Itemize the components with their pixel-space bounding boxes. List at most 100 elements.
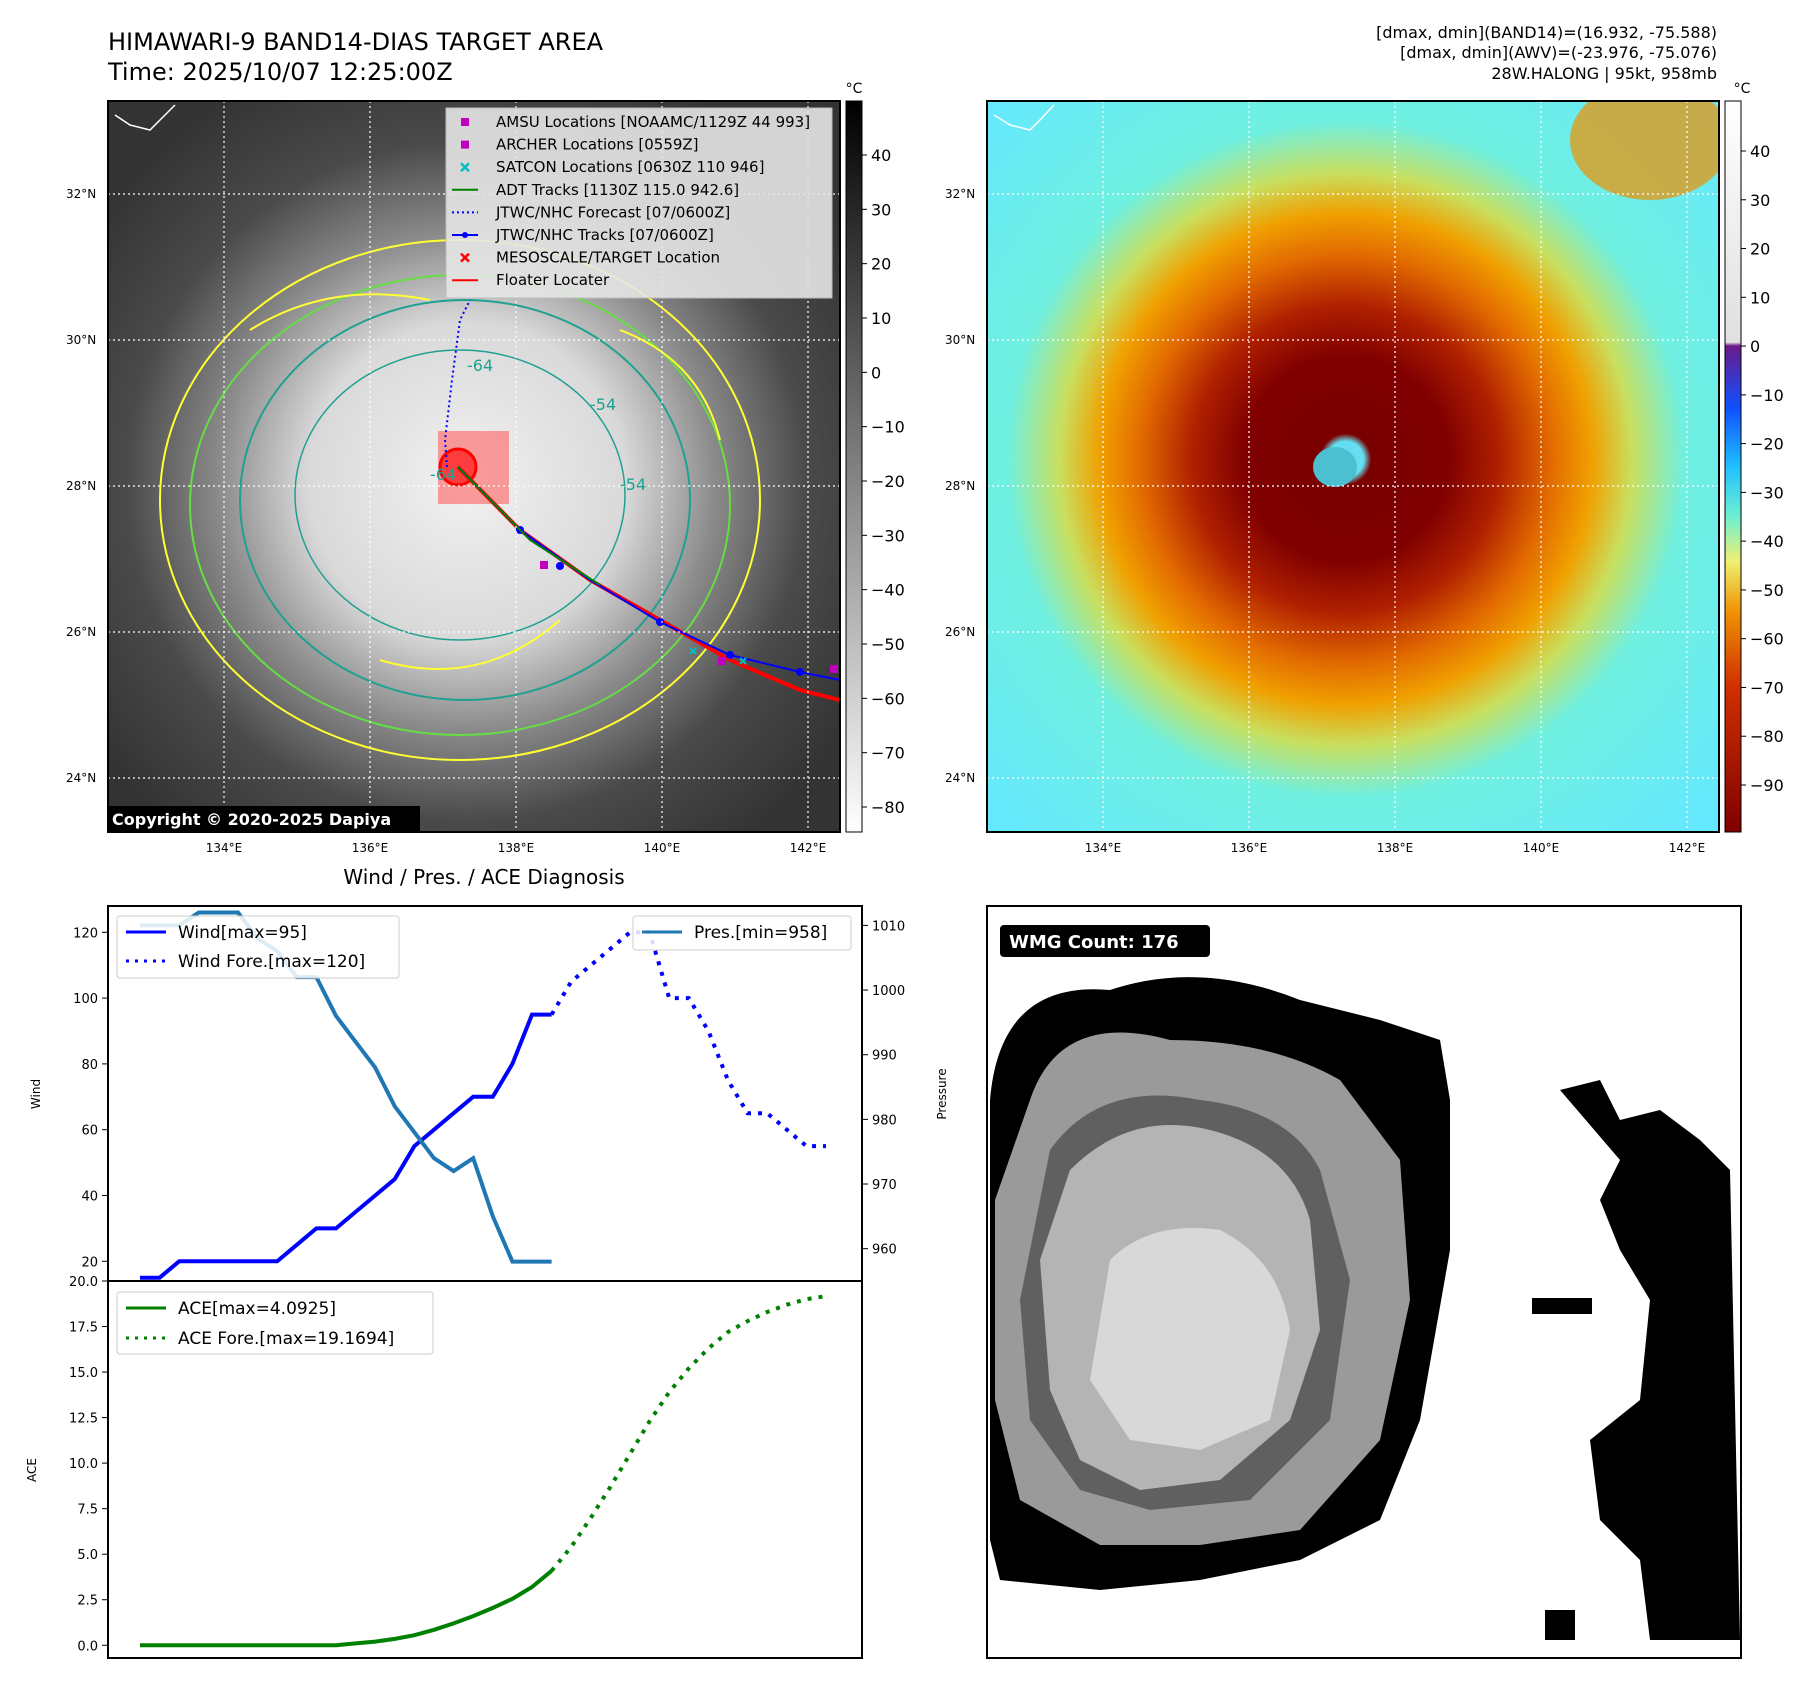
- ace-chart: 0.0 2.5 5.0 7.5 10.0 12.5 15.0 17.5 20.0 ACE ACE…: [25, 1275, 863, 1659]
- ace-ytick-label: 0.0: [77, 1639, 98, 1654]
- legend-swatch: [460, 162, 470, 173]
- lon-label: 142°E: [790, 841, 827, 855]
- pressure-legend: Pres.[min=958]: [632, 915, 852, 951]
- lat-label: 32°N: [66, 187, 96, 201]
- legend-label: ARCHER Locations [0559Z]: [496, 136, 699, 154]
- left-colorbar: °C 40 30 20 10 0 −10 −20 −30 −40 −50 −60 −70 −80: [845, 81, 905, 833]
- left-colorbar-unit: °C: [846, 81, 863, 97]
- figure-time: Time: 2025/10/07 12:25:00Z: [107, 58, 453, 86]
- colorbar-tick-label: −30: [1750, 483, 1784, 502]
- ace-ylabel: ACE: [25, 1458, 39, 1482]
- colorbar-tick-label: 30: [1750, 191, 1770, 210]
- pressure-ytick-label: 960: [872, 1243, 897, 1258]
- wind-forecast-line: [549, 930, 826, 1149]
- ace-line: [140, 1569, 553, 1648]
- lon-label: 140°E: [1523, 841, 1560, 855]
- contour-label: -54: [590, 395, 616, 414]
- adt-track: [457, 466, 601, 586]
- colorbar-tick-label: −50: [1750, 581, 1784, 600]
- lon-label: 140°E: [644, 841, 681, 855]
- legend-swatch: [452, 232, 478, 238]
- lat-label: 26°N: [66, 625, 96, 639]
- wmg-fragment: [1532, 1298, 1592, 1314]
- colorbar-tick-label: −70: [1750, 678, 1784, 697]
- legend-pres-label: Pres.[min=958]: [694, 923, 827, 943]
- map-legend: AMSU Locations [NOAAMC/1129Z 44 993] ARCH…: [445, 107, 833, 299]
- copyright-box: [107, 806, 420, 832]
- contour-bands: [249, 293, 721, 670]
- colorbar-tick-label: −10: [871, 418, 905, 437]
- right-gridlines: [987, 101, 1719, 832]
- colorbar-tick-label: −40: [1750, 532, 1784, 551]
- lon-label: 142°E: [1669, 841, 1706, 855]
- ace-ytick-label: 12.5: [69, 1412, 98, 1427]
- colorbar-tick-label: −20: [1750, 435, 1784, 454]
- pressure-ytick-label: 1000: [872, 984, 905, 999]
- jtwc-forecast-track: [443, 299, 471, 468]
- colorbar-tick-label: 10: [1750, 288, 1770, 307]
- wmg-right-black: [1560, 1080, 1740, 1640]
- right-lon-labels: 134°E 136°E 138°E 140°E 142°E: [1085, 841, 1706, 855]
- ace-ytick-label: 17.5: [69, 1321, 98, 1336]
- ace-ytick-label: 5.0: [77, 1548, 98, 1563]
- wind-ytick-label: 120: [73, 926, 98, 941]
- legend-box: [445, 107, 833, 299]
- legend-label: MESOSCALE/TARGET Location: [496, 249, 720, 267]
- colorbar-tick-label: −20: [871, 472, 905, 491]
- colorbar-tick-label: 20: [871, 255, 891, 274]
- colorbar-tick-label: −80: [871, 798, 905, 817]
- lat-label: 28°N: [66, 479, 96, 493]
- colorbar-tick-label: 10: [871, 309, 891, 328]
- coastline: [114, 104, 176, 131]
- wind-ytick-label: 60: [81, 1124, 98, 1139]
- legend-label: AMSU Locations [NOAAMC/1129Z 44 993]: [496, 113, 810, 131]
- right-colorbar-ramp: [1724, 100, 1742, 833]
- coastline: [993, 104, 1055, 131]
- lat-label: 24°N: [66, 771, 96, 785]
- info-storm: 28W.HALONG | 95kt, 958mb: [1491, 64, 1717, 83]
- lon-label: 136°E: [1231, 841, 1268, 855]
- wmg-fragment: [1545, 1610, 1575, 1640]
- lat-label: 32°N: [945, 187, 975, 201]
- lat-label: 24°N: [945, 771, 975, 785]
- colorbar-tick-label: 40: [1750, 142, 1770, 161]
- colorbar-tick-label: 30: [871, 200, 891, 219]
- wind-line: [140, 1012, 552, 1280]
- left-colorbar-ramp: [845, 100, 863, 833]
- legend-label: Floater Locater: [496, 271, 610, 289]
- left-map-frame: [107, 100, 841, 833]
- colorbar-tick-label: −60: [1750, 630, 1784, 649]
- colorbar-tick-label: −60: [871, 689, 905, 708]
- copyright-label: Copyright © 2020-2025 Dapiya: [112, 810, 391, 829]
- colorbar-tick-label: −80: [1750, 727, 1784, 746]
- lat-label: 30°N: [945, 333, 975, 347]
- legend-swatch: [461, 140, 469, 149]
- colorbar-tick-label: 0: [871, 363, 881, 382]
- ace-forecast-line: [550, 1294, 827, 1573]
- amsu-markers: [540, 561, 838, 673]
- wmg-count-label: WMG Count: 176: [1009, 932, 1179, 953]
- colorbar-tick-label: −40: [871, 581, 905, 600]
- wind-ytick-label: 40: [81, 1189, 98, 1204]
- wmg-count-badge: [1000, 925, 1210, 957]
- pressure-ytick-label: 970: [872, 1178, 897, 1193]
- pressure-line: [140, 910, 552, 1264]
- legend-label: JTWC/NHC Tracks [07/0600Z]: [495, 226, 714, 244]
- colorbar-tick-label: −30: [871, 526, 905, 545]
- legend-label: ADT Tracks [1130Z 115.0 942.6]: [496, 181, 739, 199]
- colorbar-tick-label: 40: [871, 146, 891, 165]
- wind-ylabel: Wind: [29, 1079, 43, 1109]
- lon-label: 138°E: [1377, 841, 1414, 855]
- contour-label: -64: [430, 465, 456, 484]
- legend-ace-label: ACE[max=4.0925]: [178, 1299, 336, 1319]
- ace-ytick-label: 15.0: [69, 1366, 98, 1381]
- lat-label: 28°N: [945, 479, 975, 493]
- contour-teal-outer: [239, 299, 691, 701]
- right-lat-labels: 32°N 30°N 28°N 26°N 24°N: [945, 187, 975, 785]
- lat-label: 26°N: [945, 625, 975, 639]
- diagnosis-title: Wind / Pres. / ACE Diagnosis: [343, 865, 624, 889]
- legend-swatch: [460, 252, 470, 263]
- legend-wind-fore-label: Wind Fore.[max=120]: [178, 952, 365, 972]
- wmg-brightest-core: [1090, 1228, 1290, 1450]
